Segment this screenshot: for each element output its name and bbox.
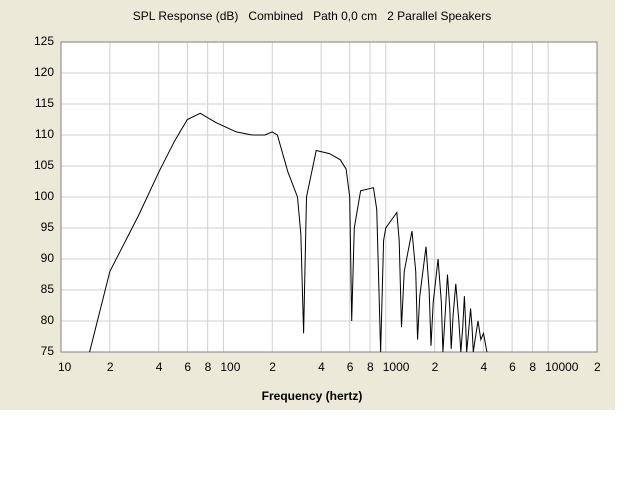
x-tick-label: 2	[107, 360, 114, 374]
x-axis-label: Frequency (hertz)	[262, 389, 363, 403]
x-tick-label: 4	[156, 360, 163, 374]
x-tick-label: 8	[367, 360, 374, 374]
y-tick-label: 80	[41, 313, 55, 327]
x-tick-label: 2	[269, 360, 276, 374]
x-tick-label: 6	[184, 360, 191, 374]
x-tick-label: 10	[58, 360, 72, 374]
x-tick-label: 10000	[545, 360, 579, 374]
y-tick-label: 115	[35, 96, 54, 110]
x-tick-label: 4	[318, 360, 325, 374]
x-tick-label: 8	[529, 360, 536, 374]
y-tick-label: 75	[41, 344, 55, 358]
x-tick-label: 8	[205, 360, 212, 374]
response-line	[89, 112, 488, 353]
x-tick-label: 6	[347, 360, 354, 374]
x-tick-label: 2	[432, 360, 439, 374]
y-tick-label: 110	[35, 127, 54, 141]
x-tick-label: 1000	[383, 360, 410, 374]
plot-border	[60, 41, 598, 353]
y-tick-label: 105	[34, 158, 54, 172]
chart-title: SPL Response (dB) Combined Path 0,0 cm 2…	[133, 9, 491, 23]
y-tick-label: 125	[34, 34, 54, 48]
y-tick-label: 95	[41, 220, 55, 234]
x-tick-label: 6	[509, 360, 516, 374]
y-tick-label: 120	[34, 65, 54, 79]
x-tick-label: 4	[481, 360, 488, 374]
x-tick-label: 2	[594, 360, 601, 374]
y-tick-label: 85	[41, 282, 55, 296]
y-tick-label: 100	[34, 189, 54, 203]
x-tick-label: 100	[220, 360, 240, 374]
y-tick-label: 90	[41, 251, 55, 265]
